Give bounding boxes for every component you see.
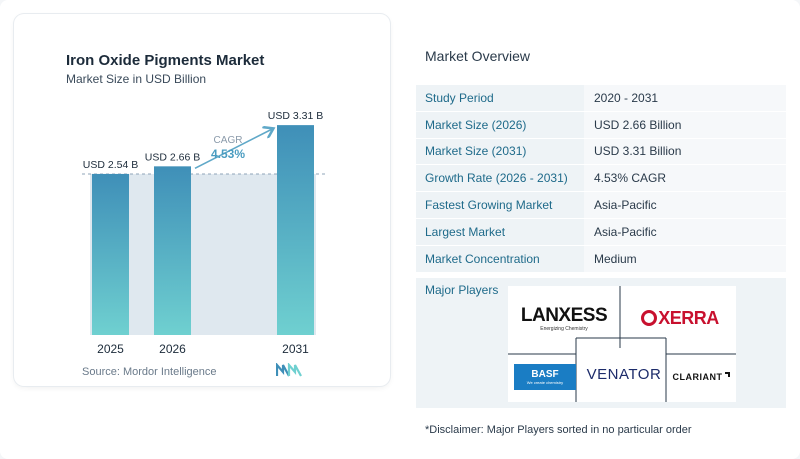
bar-2025 <box>92 173 129 335</box>
overview-row: Largest Market Asia-Pacific <box>416 218 786 246</box>
cagr-arrow <box>194 129 272 170</box>
player-logos: LANXESS Energizing Chemistry XERRA BASF … <box>508 286 736 402</box>
overview-row: Market Size (2031) USD 3.31 Billion <box>416 138 786 166</box>
overview-row: Market Size (2026) USD 2.66 Billion <box>416 111 786 139</box>
bar-value-label: USD 2.54 B <box>83 159 138 171</box>
clariant-name: CLARIANT <box>672 372 723 382</box>
row-value: 4.53% CAGR <box>584 165 786 192</box>
mordor-logo-icon <box>276 363 302 377</box>
chart-title: Iron Oxide Pigments Market <box>66 52 265 69</box>
cagr-value: 4.53% <box>211 147 245 161</box>
source-text: Source: Mordor Intelligence <box>82 366 217 378</box>
row-value: USD 2.66 Billion <box>584 111 786 138</box>
venator-logo: VENATOR <box>582 354 666 394</box>
row-label: Market Concentration <box>416 245 584 272</box>
overview-row: Fastest Growing Market Asia-Pacific <box>416 192 786 219</box>
chart-subtitle: Market Size in USD Billion <box>66 72 207 86</box>
clariant-logo: CLARIANT <box>668 366 734 388</box>
basf-logo: BASF We create chemistry <box>514 364 576 390</box>
logo-grid-lines <box>508 286 736 402</box>
oxerra-logo: XERRA <box>628 300 732 336</box>
overview-row: Growth Rate (2026 - 2031) 4.53% CAGR <box>416 165 786 193</box>
category-label: 2031 <box>282 342 309 356</box>
clariant-mark-icon <box>724 371 730 377</box>
basf-name: BASF <box>531 369 559 380</box>
bar-2026 <box>154 166 191 335</box>
overview-table: Study Period 2020 - 2031 Market Size (20… <box>416 85 786 273</box>
row-label: Largest Market <box>416 218 584 245</box>
row-value: Asia-Pacific <box>584 218 786 245</box>
lanxess-name: LANXESS <box>520 304 608 326</box>
row-value: Asia-Pacific <box>584 192 786 218</box>
category-label: 2026 <box>159 342 186 356</box>
major-players-label: Major Players <box>425 283 499 297</box>
oxerra-name: XERRA <box>658 307 719 328</box>
row-value: 2020 - 2031 <box>584 85 786 111</box>
venator-name: VENATOR <box>586 365 662 383</box>
row-label: Market Size (2031) <box>416 138 584 165</box>
row-value: USD 3.31 Billion <box>584 138 786 165</box>
row-label: Market Size (2026) <box>416 111 584 138</box>
bar-value-label: USD 3.31 B <box>268 110 323 122</box>
oxerra-ring-icon <box>641 310 658 326</box>
row-label: Fastest Growing Market <box>416 192 584 218</box>
bar-2031 <box>277 125 314 335</box>
basf-tagline: We create chemistry <box>526 380 564 385</box>
overview-row: Market Concentration Medium <box>416 245 786 273</box>
category-label: 2025 <box>97 342 124 356</box>
lanxess-tagline: Energizing Chemistry <box>540 325 588 332</box>
overview-row: Study Period 2020 - 2031 <box>416 85 786 112</box>
overview-title: Market Overview <box>425 48 531 64</box>
cagr-label: CAGR <box>214 135 243 146</box>
disclaimer-text: *Disclaimer: Major Players sorted in no … <box>425 424 692 436</box>
row-label: Growth Rate (2026 - 2031) <box>416 165 584 192</box>
bar-value-label: USD 2.66 B <box>145 151 200 163</box>
row-label: Study Period <box>416 85 584 111</box>
row-value: Medium <box>584 245 786 272</box>
lanxess-logo: LANXESS Energizing Chemistry <box>516 298 612 338</box>
